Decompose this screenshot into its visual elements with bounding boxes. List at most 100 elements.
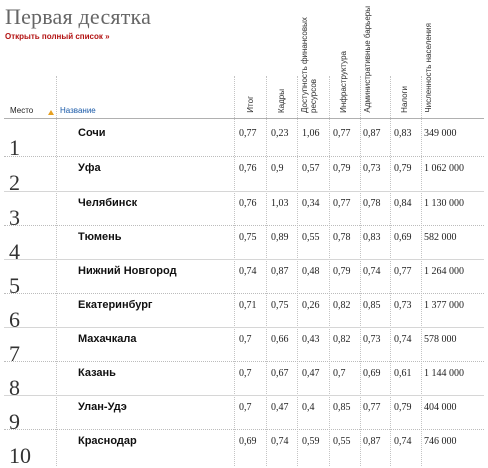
- column-divider: [421, 76, 422, 466]
- rank-number: 4: [9, 239, 20, 264]
- population-value: 1 377 000: [424, 300, 464, 311]
- infrastructure-value: 0,82: [333, 300, 351, 311]
- staff-value: 0,87: [271, 266, 289, 277]
- total-value: 0,76: [239, 163, 257, 174]
- header-infrastructure[interactable]: Инфраструктура: [339, 51, 348, 113]
- population-value: 349 000: [424, 128, 457, 139]
- taxes-value: 0,61: [394, 368, 412, 379]
- admin-barriers-value: 0,87: [363, 436, 381, 447]
- population-value: 404 000: [424, 402, 457, 413]
- finance-value: 0,4: [302, 402, 315, 413]
- header-finance[interactable]: Доступность финансовых ресурсов: [300, 17, 318, 113]
- rank-number: 10: [9, 443, 31, 468]
- staff-value: 0,47: [271, 402, 289, 413]
- taxes-value: 0,79: [394, 163, 412, 174]
- row-divider: [4, 327, 484, 328]
- city-name: Екатеринбург: [78, 299, 153, 311]
- finance-value: 0,34: [302, 198, 320, 209]
- total-value: 0,75: [239, 232, 257, 243]
- taxes-value: 0,74: [394, 436, 412, 447]
- column-divider: [390, 76, 391, 466]
- total-value: 0,71: [239, 300, 257, 311]
- population-value: 1 062 000: [424, 163, 464, 174]
- admin-barriers-value: 0,69: [363, 368, 381, 379]
- city-name: Нижний Новгород: [78, 265, 177, 277]
- population-value: 1 130 000: [424, 198, 464, 209]
- city-name: Сочи: [78, 127, 106, 139]
- row-divider: [4, 259, 484, 260]
- sort-arrow-icon[interactable]: [48, 110, 54, 115]
- row-divider: [4, 225, 484, 226]
- total-value: 0,7: [239, 334, 252, 345]
- table-row: 2 Уфа 0,76 0,9 0,57 0,79 0,73 0,79 1 062…: [0, 160, 488, 194]
- header-population[interactable]: Численность населения: [424, 23, 433, 113]
- rank-number: 9: [9, 409, 20, 434]
- column-divider: [266, 76, 267, 466]
- column-divider: [234, 76, 235, 466]
- finance-value: 0,26: [302, 300, 320, 311]
- table-row: 4 Тюмень 0,75 0,89 0,55 0,78 0,83 0,69 5…: [0, 229, 488, 263]
- finance-value: 1,06: [302, 128, 320, 139]
- population-value: 746 000: [424, 436, 457, 447]
- taxes-value: 0,69: [394, 232, 412, 243]
- taxes-value: 0,83: [394, 128, 412, 139]
- rank-number: 7: [9, 341, 20, 366]
- rank-number: 6: [9, 307, 20, 332]
- rank-number: 2: [9, 170, 20, 195]
- table-row: 10 Краснодар 0,69 0,74 0,59 0,55 0,87 0,…: [0, 433, 488, 467]
- rank-number: 3: [9, 205, 20, 230]
- row-divider: [4, 293, 484, 294]
- infrastructure-value: 0,77: [333, 198, 351, 209]
- finance-value: 0,47: [302, 368, 320, 379]
- infrastructure-value: 0,82: [333, 334, 351, 345]
- rank-number: 5: [9, 273, 20, 298]
- admin-barriers-value: 0,74: [363, 266, 381, 277]
- page-title: Первая десятка: [5, 4, 152, 29]
- header-divider: [4, 118, 484, 119]
- city-name: Махачкала: [78, 333, 137, 345]
- header-staff[interactable]: Кадры: [277, 89, 286, 113]
- staff-value: 0,9: [271, 163, 284, 174]
- city-name: Уфа: [78, 162, 101, 174]
- infrastructure-value: 0,55: [333, 436, 351, 447]
- rank-number: 8: [9, 375, 20, 400]
- staff-value: 0,89: [271, 232, 289, 243]
- infrastructure-value: 0,77: [333, 128, 351, 139]
- taxes-value: 0,79: [394, 402, 412, 413]
- finance-value: 0,48: [302, 266, 320, 277]
- staff-value: 0,75: [271, 300, 289, 311]
- table-row: 8 Казань 0,7 0,67 0,47 0,7 0,69 0,61 1 1…: [0, 365, 488, 399]
- total-value: 0,69: [239, 436, 257, 447]
- admin-barriers-value: 0,83: [363, 232, 381, 243]
- infrastructure-value: 0,79: [333, 266, 351, 277]
- table-row: 1 Сочи 0,77 0,23 1,06 0,77 0,87 0,83 349…: [0, 125, 488, 159]
- staff-value: 0,74: [271, 436, 289, 447]
- open-full-list-link[interactable]: Открыть полный список »: [5, 32, 110, 41]
- city-name: Улан-Удэ: [78, 401, 127, 413]
- taxes-value: 0,77: [394, 266, 412, 277]
- staff-value: 0,23: [271, 128, 289, 139]
- header-place[interactable]: Место: [10, 106, 34, 115]
- row-divider: [4, 191, 484, 192]
- row-divider: [4, 395, 484, 396]
- header-name[interactable]: Название: [60, 106, 96, 115]
- header-admin-barriers[interactable]: Административные барьеры: [363, 6, 372, 113]
- total-value: 0,77: [239, 128, 257, 139]
- header-total[interactable]: Итог: [246, 96, 255, 113]
- header-taxes[interactable]: Налоги: [400, 86, 409, 113]
- row-divider: [4, 156, 484, 157]
- table-row: 7 Махачкала 0,7 0,66 0,43 0,82 0,73 0,74…: [0, 331, 488, 365]
- table-row: 5 Нижний Новгород 0,74 0,87 0,48 0,79 0,…: [0, 263, 488, 297]
- taxes-value: 0,84: [394, 198, 412, 209]
- total-value: 0,74: [239, 266, 257, 277]
- city-name: Тюмень: [78, 231, 122, 243]
- table-row: 9 Улан-Удэ 0,7 0,47 0,4 0,85 0,77 0,79 4…: [0, 399, 488, 433]
- column-divider: [297, 76, 298, 466]
- column-divider: [329, 76, 330, 466]
- table-row: 3 Челябинск 0,76 1,03 0,34 0,77 0,78 0,8…: [0, 195, 488, 229]
- admin-barriers-value: 0,85: [363, 300, 381, 311]
- row-divider: [4, 429, 484, 430]
- staff-value: 0,66: [271, 334, 289, 345]
- row-divider: [4, 361, 484, 362]
- column-divider: [360, 76, 361, 466]
